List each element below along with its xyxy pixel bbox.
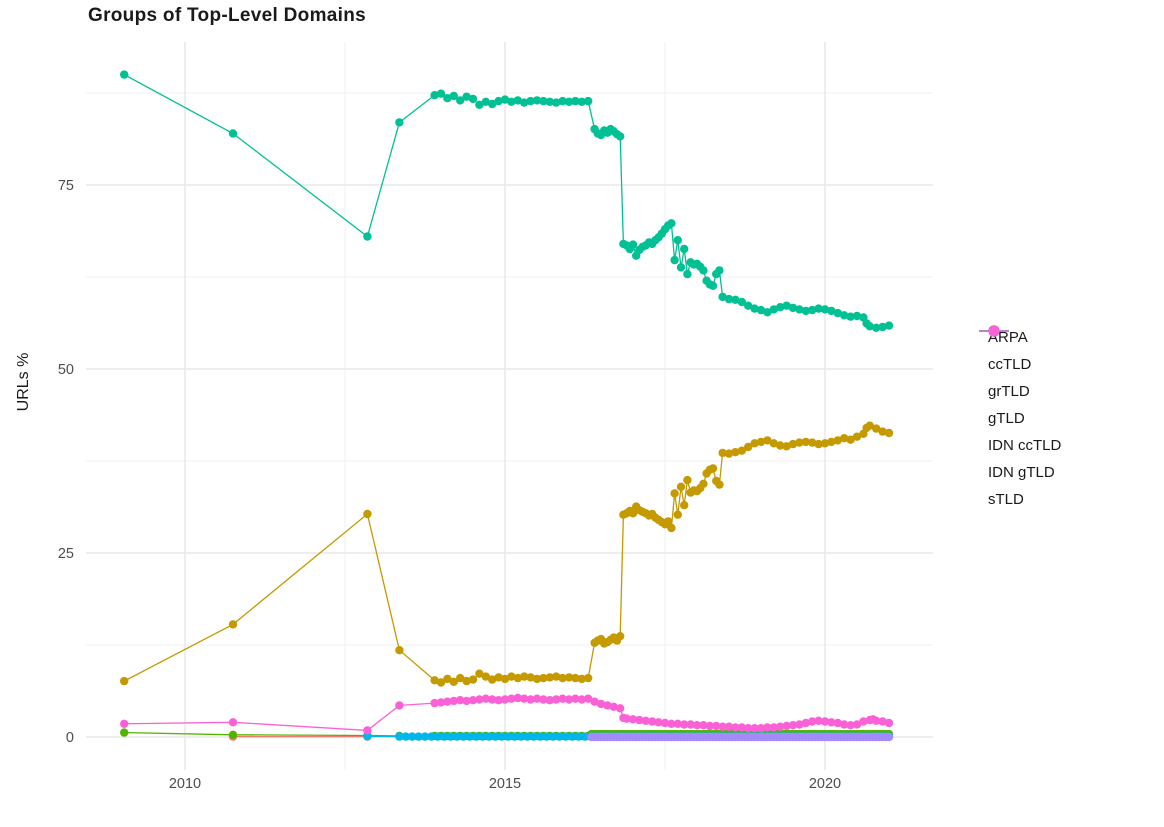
y-tick-label: 75	[58, 178, 74, 194]
legend-item-cctld: ccTLD	[978, 325, 1061, 378]
legend-item-gtld: gTLD	[978, 325, 1061, 432]
legend-label: ccTLD	[988, 356, 1032, 373]
legend-label: IDN gTLD	[988, 464, 1055, 481]
series-line-cctld	[123, 424, 890, 684]
chart-title: Groups of Top-Level Domains	[88, 5, 366, 26]
series-points-stld	[120, 693, 894, 735]
x-tick-label: 2010	[169, 776, 201, 792]
legend-item-idn-cctld: IDN ccTLD	[978, 325, 1062, 459]
legend-key-icon	[979, 325, 1009, 337]
legend: ARPA ccTLD grTLD gTLD IDN ccTLD IDN gTLD sTLD	[978, 324, 1061, 513]
y-tick-label: 50	[58, 362, 74, 378]
legend-item-idn-gtld: IDN gTLD	[978, 325, 1061, 486]
x-tick-label: 2015	[489, 776, 521, 792]
series-points	[120, 70, 894, 742]
gridlines	[86, 42, 933, 770]
legend-item-stld: sTLD	[978, 325, 1061, 513]
legend-label: gTLD	[988, 410, 1025, 427]
series-lines	[123, 74, 890, 738]
x-tick-label: 2020	[809, 776, 841, 792]
y-axis-title: URLs %	[15, 352, 32, 412]
series-line-gtld	[123, 74, 890, 329]
x-axis-tick-labels: 2010 2015 2020	[169, 776, 841, 792]
legend-label: grTLD	[988, 383, 1030, 400]
series-points-idn-gtld	[587, 732, 894, 742]
series-points-gtld	[120, 70, 894, 332]
y-tick-label: 25	[58, 546, 74, 562]
legend-label: IDN ccTLD	[988, 437, 1062, 454]
series-points-cctld	[120, 421, 894, 687]
y-axis-tick-labels: 0 25 50 75	[58, 178, 74, 746]
legend-label: sTLD	[988, 491, 1024, 508]
y-tick-label: 0	[66, 730, 74, 746]
legend-item-grtld: grTLD	[978, 325, 1061, 405]
